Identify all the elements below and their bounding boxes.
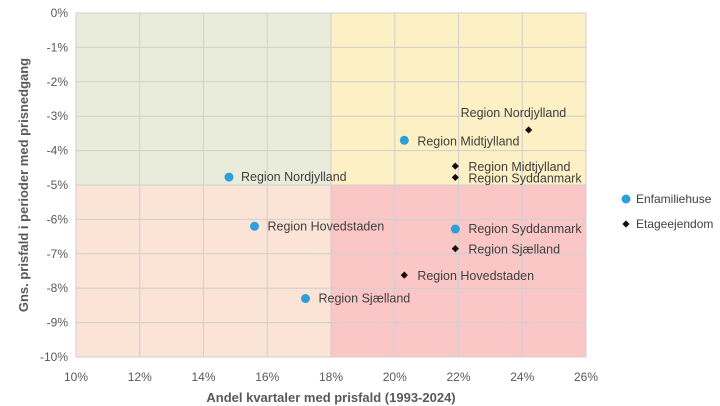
y-tick-label: -2% [47,75,69,89]
data-point-enfamiliehuse [301,294,310,304]
x-tick-label: 14% [191,370,215,384]
y-tick-label: -4% [47,144,69,158]
legend-label: Enfamiliehuse [636,192,712,206]
y-tick-label: -3% [47,109,69,123]
data-label: Region Hovedstaden [268,219,385,233]
data-point-etageejendom [525,126,533,134]
data-label: Region Syddanmark [468,171,582,185]
y-tick-label: 0% [51,6,69,20]
data-point-etageejendom [451,245,459,253]
legend-label: Etageejendom [636,217,713,231]
data-label: Region Nordjylland [461,106,567,120]
x-tick-label: 22% [446,370,470,384]
data-point-etageejendom [451,173,459,182]
y-tick-label: -9% [47,316,69,330]
data-label: Region Nordjylland [241,170,347,184]
legend-marker-enfamiliehuse [621,194,631,204]
x-tick-label: 18% [319,370,343,384]
x-tick-label: 20% [383,370,407,384]
data-label: Region Sjælland [319,292,411,306]
x-tick-label: 24% [510,370,534,384]
x-tick-label: 12% [128,370,152,384]
x-axis-title: Andel kvartaler med prisfald (1993-2024) [206,390,455,405]
data-label: Region Hovedstaden [417,269,534,283]
y-tick-label: -7% [47,247,69,261]
data-label: Region Sjælland [468,243,560,257]
legend-marker-etageejendom [622,220,630,228]
x-tick-label: 10% [64,370,88,384]
data-point-enfamiliehuse [250,221,259,231]
data-point-enfamiliehuse [450,224,460,234]
x-tick-label: 26% [574,370,598,384]
data-point-etageejendom [451,162,459,170]
y-tick-label: -1% [47,40,69,54]
data-label: Region Syddanmark [468,222,582,236]
data-label: Region Midtjylland [417,134,519,148]
y-tick-label: -8% [47,281,69,295]
data-point-enfamiliehuse [399,135,409,145]
data-label: Region Midtjylland [468,160,570,174]
y-tick-label: -5% [47,178,69,192]
y-axis-title: Gns. prisfald i perioder med prisnedgang [16,58,31,312]
y-tick-label: -10% [40,350,68,364]
data-point-enfamiliehuse [224,172,234,182]
x-tick-label: 16% [255,370,279,384]
data-point-etageejendom [400,271,408,279]
y-tick-label: -6% [47,212,69,226]
